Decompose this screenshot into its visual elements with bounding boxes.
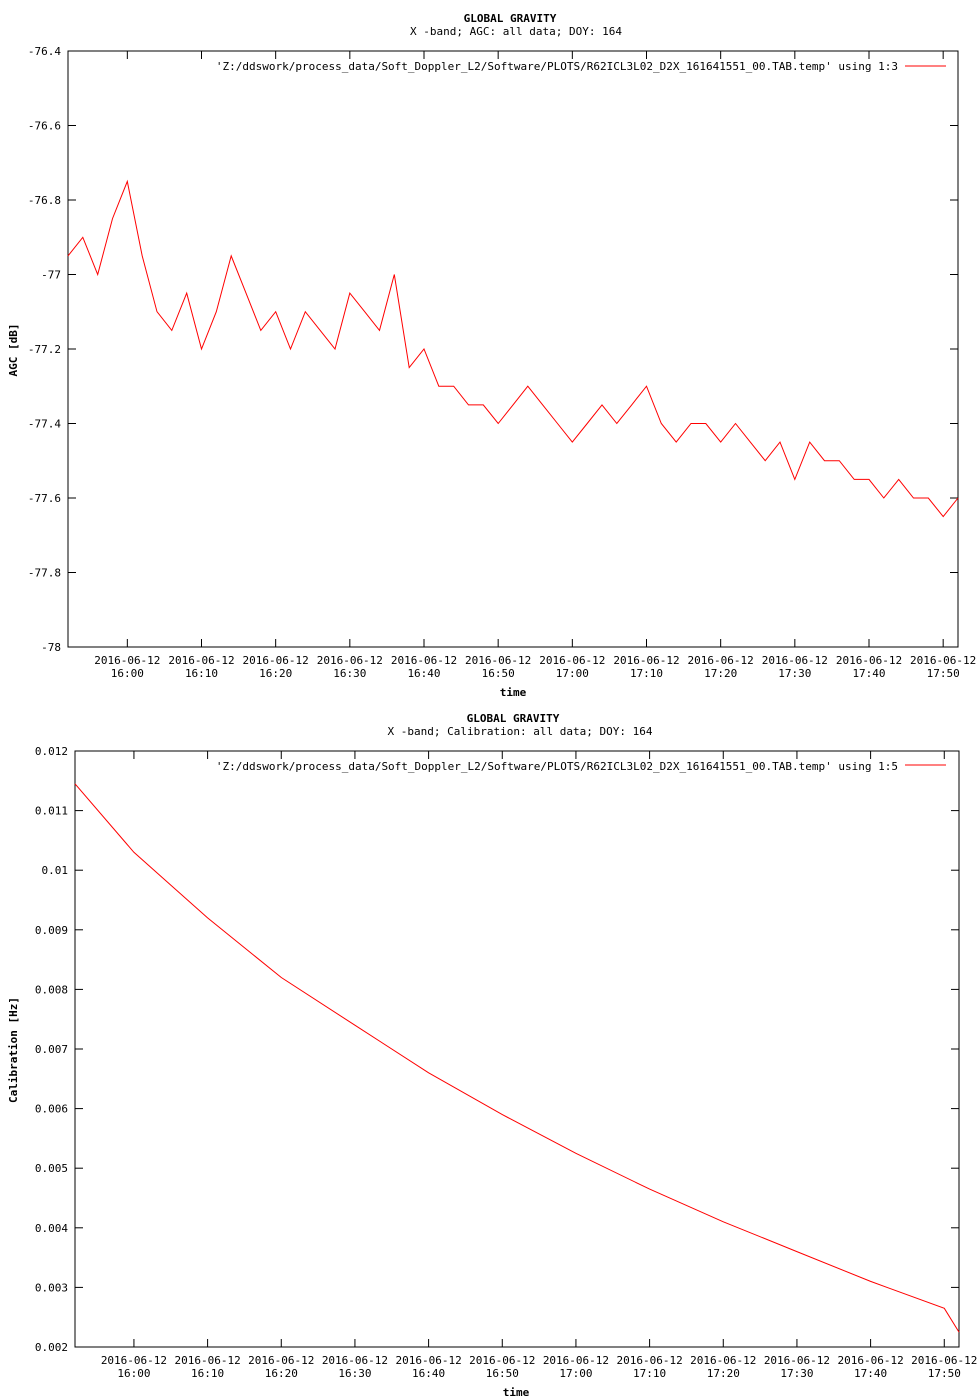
chart-agc-x-tick-time: 16:10	[185, 667, 218, 680]
chart-cal-legend-label: 'Z:/ddswork/process_data/Soft_Doppler_L2…	[216, 760, 898, 773]
chart-cal-x-tick-date: 2016-06-12	[395, 1354, 461, 1367]
chart-cal-x-tick-date: 2016-06-12	[322, 1354, 388, 1367]
chart-agc-x-tick-time: 17:30	[778, 667, 811, 680]
chart-cal-plot-frame	[74, 750, 960, 1348]
chart-agc-y-axis: -76.4 -76.6 -76.8 -77 -77.2 -77.4 -77.6 -77.8 -7…	[28, 45, 958, 654]
chart-cal-x-tick-time: 17:40	[854, 1367, 887, 1380]
chart-agc-x-tick-date: 2016-06-12	[168, 654, 234, 667]
chart-agc-y-tick-label: -77.6	[28, 492, 61, 505]
chart-cal-y-tick-label: 0.011	[35, 805, 68, 818]
chart-calibration: GLOBAL GRAVITY X -band; Calibration: all…	[7, 712, 977, 1399]
chart-cal-subtitle: X -band; Calibration: all data; DOY: 164	[388, 725, 653, 738]
chart-agc-x-tick-date: 2016-06-12	[243, 654, 309, 667]
chart-agc-y-tick-label: -76.8	[28, 194, 61, 207]
chart-cal-y-tick-label: 0.004	[35, 1222, 68, 1235]
chart-cal-x-tick-date: 2016-06-12	[101, 1354, 167, 1367]
chart-agc-x-tick-time: 17:10	[630, 667, 663, 680]
chart-agc-x-tick-date: 2016-06-12	[465, 654, 531, 667]
chart-agc-y-tick-label: -76.6	[28, 120, 61, 133]
chart-cal-ylabel: Calibration [Hz]	[7, 997, 20, 1103]
chart-cal-x-tick-time: 16:30	[338, 1367, 371, 1380]
chart-cal-x-tick-time: 16:50	[486, 1367, 519, 1380]
chart-cal-x-tick-time: 16:20	[265, 1367, 298, 1380]
chart-agc-subtitle: X -band; AGC: all data; DOY: 164	[410, 25, 622, 38]
chart-agc-x-tick-time: 17:40	[852, 667, 885, 680]
chart-cal-y-axis: 0.012 0.011 0.01 0.009 0.008 0.007 0.006 0.005 0…	[35, 745, 959, 1354]
chart-agc-legend-label: 'Z:/ddswork/process_data/Soft_Doppler_L2…	[216, 60, 898, 73]
chart-cal-x-tick-date: 2016-06-12	[248, 1354, 314, 1367]
chart-agc-x-tick-time: 16:50	[482, 667, 515, 680]
chart-agc-x-axis: 2016-06-1216:002016-06-1216:102016-06-12…	[94, 51, 976, 680]
chart-cal-x-tick-time: 16:40	[412, 1367, 445, 1380]
chart-cal-title: GLOBAL GRAVITY	[467, 712, 560, 725]
chart-agc-x-tick-time: 17:50	[927, 667, 960, 680]
chart-cal-y-tick-label: 0.002	[35, 1341, 68, 1354]
chart-cal-y-tick-label: 0.007	[35, 1043, 68, 1056]
chart-agc-x-tick-time: 16:30	[333, 667, 366, 680]
chart-cal-x-tick-date: 2016-06-12	[616, 1354, 682, 1367]
chart-agc-x-tick-time: 17:00	[556, 667, 589, 680]
chart-agc-x-tick-date: 2016-06-12	[317, 654, 383, 667]
chart-cal-y-tick-label: 0.008	[35, 983, 68, 996]
chart-agc-x-tick-time: 16:00	[111, 667, 144, 680]
chart-cal-x-tick-date: 2016-06-12	[543, 1354, 609, 1367]
chart-agc-y-tick-label: -77	[41, 269, 61, 282]
chart-agc-xlabel: time	[500, 686, 527, 699]
chart-cal-x-tick-time: 17:30	[780, 1367, 813, 1380]
chart-cal-x-tick-time: 16:10	[191, 1367, 224, 1380]
chart-agc-y-tick-label: -78	[41, 641, 61, 654]
chart-cal-xlabel: time	[503, 1386, 530, 1399]
chart-agc-x-tick-date: 2016-06-12	[836, 654, 902, 667]
chart-agc-y-tick-label: -77.8	[28, 567, 61, 580]
chart-cal-y-tick-label: 0.005	[35, 1162, 68, 1175]
chart-agc-x-tick-date: 2016-06-12	[762, 654, 828, 667]
chart-agc-y-tick-label: -76.4	[28, 45, 61, 58]
chart-cal-x-tick-date: 2016-06-12	[469, 1354, 535, 1367]
chart-agc: GLOBAL GRAVITY X -band; AGC: all data; D…	[7, 12, 976, 699]
chart-cal-y-tick-label: 0.01	[42, 864, 69, 877]
chart-agc-x-tick-time: 17:20	[704, 667, 737, 680]
chart-cal-y-tick-label: 0.009	[35, 924, 68, 937]
chart-cal-y-tick-label: 0.006	[35, 1103, 68, 1116]
chart-cal-x-tick-date: 2016-06-12	[837, 1354, 903, 1367]
chart-cal-x-tick-time: 17:00	[559, 1367, 592, 1380]
chart-cal-x-tick-date: 2016-06-12	[174, 1354, 240, 1367]
chart-agc-x-tick-time: 16:20	[259, 667, 292, 680]
chart-cal-x-tick-date: 2016-06-12	[764, 1354, 830, 1367]
chart-agc-x-tick-date: 2016-06-12	[391, 654, 457, 667]
chart-agc-x-tick-date: 2016-06-12	[688, 654, 754, 667]
chart-agc-x-tick-date: 2016-06-12	[613, 654, 679, 667]
chart-cal-series-line	[74, 783, 960, 1333]
chart-agc-series-line	[67, 179, 959, 518]
chart-agc-ylabel: AGC [dB]	[7, 324, 20, 377]
chart-cal-y-tick-label: 0.003	[35, 1281, 68, 1294]
chart-cal-x-tick-date: 2016-06-12	[911, 1354, 977, 1367]
chart-agc-x-tick-date: 2016-06-12	[94, 654, 160, 667]
chart-agc-x-tick-time: 16:40	[407, 667, 440, 680]
chart-agc-y-tick-label: -77.4	[28, 418, 61, 431]
chart-agc-x-tick-date: 2016-06-12	[910, 654, 976, 667]
chart-cal-x-tick-time: 17:50	[928, 1367, 961, 1380]
chart-agc-title: GLOBAL GRAVITY	[464, 12, 557, 25]
chart-cal-y-tick-label: 0.012	[35, 745, 68, 758]
chart-agc-x-tick-date: 2016-06-12	[539, 654, 605, 667]
chart-cal-x-tick-time: 17:10	[633, 1367, 666, 1380]
chart-agc-y-tick-label: -77.2	[28, 343, 61, 356]
chart-cal-x-tick-date: 2016-06-12	[690, 1354, 756, 1367]
chart-cal-x-tick-time: 17:20	[707, 1367, 740, 1380]
chart-cal-x-axis: 2016-06-1216:002016-06-1216:102016-06-12…	[101, 751, 977, 1380]
chart-cal-x-tick-time: 16:00	[117, 1367, 150, 1380]
